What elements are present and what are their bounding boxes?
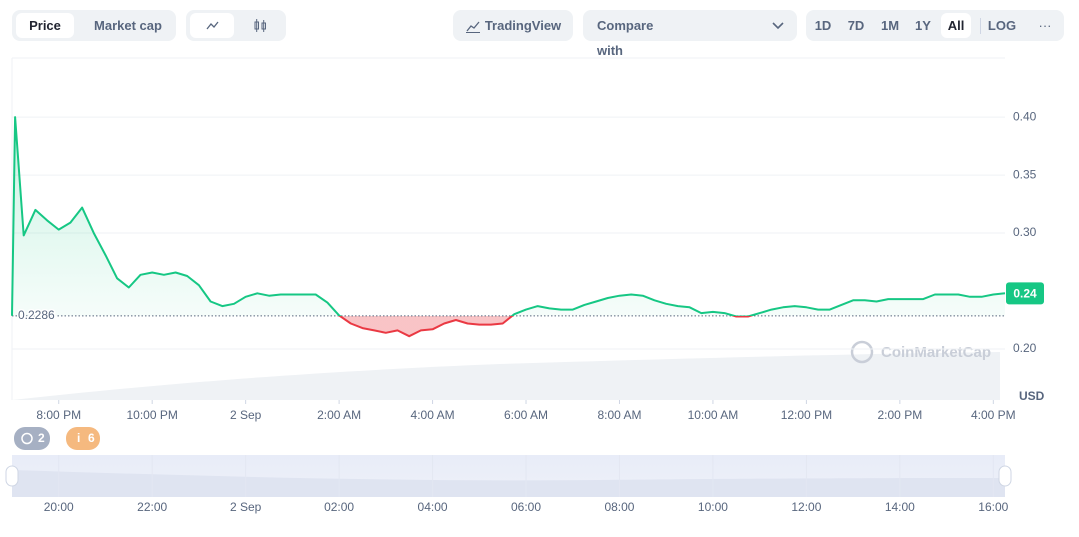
navigator-tick-label: 10:00 bbox=[698, 500, 728, 514]
range-button[interactable]: 7D bbox=[847, 18, 865, 33]
y-tick-label: 0.30 bbox=[1013, 225, 1037, 239]
x-tick-label: 2:00 PM bbox=[878, 408, 923, 422]
compare-select[interactable]: Compare with bbox=[583, 10, 797, 58]
event-icon: i bbox=[77, 431, 80, 445]
event-count: 6 bbox=[88, 431, 95, 445]
navigator-tick-label: 16:00 bbox=[978, 500, 1008, 514]
navigator-tick-label: 2 Sep bbox=[230, 500, 262, 514]
price-tab[interactable]: Price bbox=[16, 13, 74, 38]
y-tick-label: 0.35 bbox=[1013, 167, 1037, 181]
candle-icon bbox=[254, 19, 266, 32]
line-chart-button[interactable] bbox=[190, 13, 234, 38]
navigator-area bbox=[12, 470, 1005, 497]
log-button[interactable]: LOG bbox=[987, 18, 1017, 33]
more-button[interactable]: ··· bbox=[1038, 18, 1052, 33]
navigator-tick-label: 20:00 bbox=[44, 500, 74, 514]
market-cap-tab[interactable]: Market cap bbox=[94, 18, 162, 33]
navigator-tick-label: 06:00 bbox=[511, 500, 541, 514]
x-tick-label: 10:00 AM bbox=[688, 408, 739, 422]
x-tick-label: 2:00 AM bbox=[317, 408, 361, 422]
range-button[interactable]: 1D bbox=[814, 18, 832, 33]
tradingview-label: TradingView bbox=[484, 18, 562, 33]
range-toggle: 1D 7D 1M 1Y All LOG ··· bbox=[806, 10, 1064, 41]
compare-label: Compare with bbox=[597, 18, 654, 58]
navigator-tick-label: 04:00 bbox=[418, 500, 448, 514]
line-icon bbox=[206, 21, 219, 30]
range-button[interactable]: All bbox=[941, 13, 971, 38]
watermark-text: CoinMarketCap bbox=[881, 344, 991, 361]
range-button[interactable]: 1M bbox=[880, 18, 900, 33]
current-price: 0.24 bbox=[1013, 287, 1037, 301]
chevron bbox=[772, 22, 784, 30]
navigator bbox=[12, 455, 1005, 497]
tradingview-icon bbox=[466, 21, 480, 33]
volume-area bbox=[12, 352, 1000, 400]
y-unit: USD bbox=[1019, 389, 1045, 403]
x-tick-label: 8:00 AM bbox=[597, 408, 641, 422]
navigator-tick-label: 22:00 bbox=[137, 500, 167, 514]
x-tick-label: 2 Sep bbox=[230, 408, 262, 422]
y-tick-label: 0.20 bbox=[1013, 341, 1037, 355]
y-tick-label: 0.40 bbox=[1013, 109, 1037, 123]
navigator-handle[interactable] bbox=[998, 465, 1012, 487]
x-tick-label: 12:00 PM bbox=[781, 408, 832, 422]
baseline-label: 0.2286 bbox=[18, 308, 55, 322]
x-tick-label: 4:00 AM bbox=[411, 408, 455, 422]
event-badge[interactable] bbox=[66, 427, 100, 450]
navigator-tick-label: 14:00 bbox=[885, 500, 915, 514]
view-toggle: Price Market cap bbox=[12, 10, 176, 41]
navigator-tick-label: 02:00 bbox=[324, 500, 354, 514]
navigator-tick-label: 08:00 bbox=[604, 500, 634, 514]
candle-chart-button[interactable] bbox=[238, 13, 282, 38]
chart-kind-toggle bbox=[186, 10, 286, 41]
event-badge[interactable] bbox=[14, 427, 50, 450]
watermark: CoinMarketCap bbox=[850, 340, 991, 364]
navigator-handle[interactable] bbox=[5, 465, 19, 487]
current-price-badge bbox=[1006, 282, 1044, 305]
price-area bbox=[12, 117, 1005, 337]
event-count: 2 bbox=[38, 431, 45, 445]
separator bbox=[980, 18, 981, 34]
x-tick-label: 4:00 PM bbox=[971, 408, 1016, 422]
x-tick-label: 6:00 AM bbox=[504, 408, 548, 422]
range-button[interactable]: 1Y bbox=[915, 18, 931, 33]
tradingview-button[interactable]: TradingView bbox=[453, 10, 573, 41]
event-icon bbox=[21, 432, 33, 445]
price-line bbox=[11, 116, 1006, 338]
x-tick-label: 10:00 PM bbox=[127, 408, 178, 422]
x-tick-label: 8:00 PM bbox=[36, 408, 81, 422]
navigator-tick-label: 12:00 bbox=[791, 500, 821, 514]
